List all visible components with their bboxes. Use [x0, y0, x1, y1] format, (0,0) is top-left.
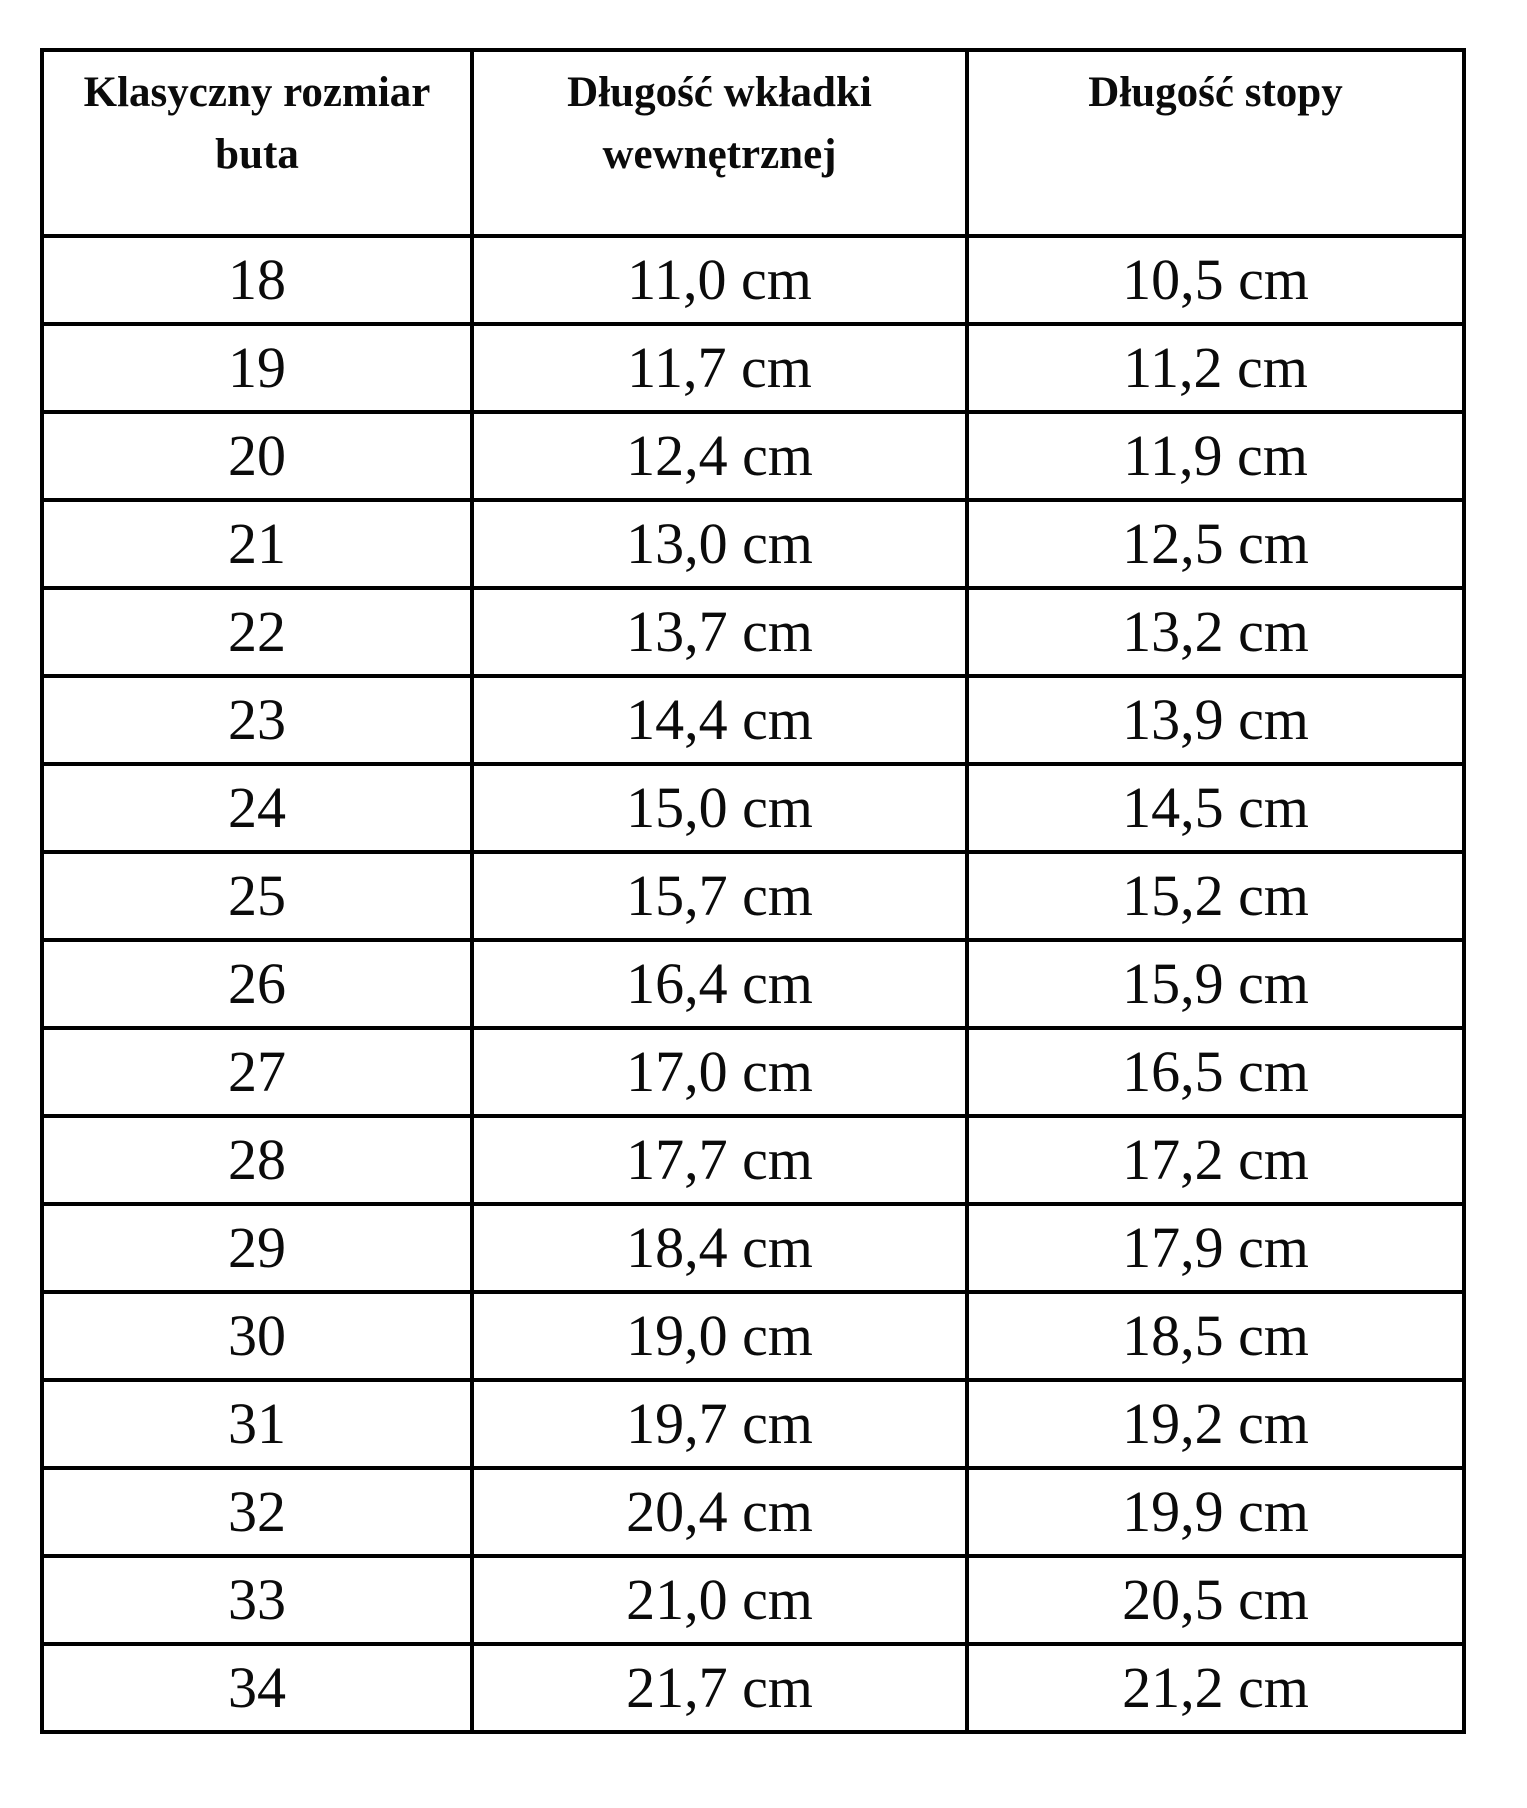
- size-cell: 24: [40, 762, 474, 854]
- insole-length-cell: 21,0 cm: [470, 1554, 969, 1646]
- header-classic-shoe-size: Klasyczny rozmiar buta: [40, 48, 474, 238]
- foot-length-cell: 14,5 cm: [965, 762, 1466, 854]
- table-row: 29 18,4 cm 17,9 cm: [40, 1202, 1466, 1294]
- size-cell: 31: [40, 1378, 474, 1470]
- foot-length-cell: 13,9 cm: [965, 674, 1466, 766]
- size-cell: 28: [40, 1114, 474, 1206]
- header-foot-length: Długość stopy: [965, 48, 1466, 238]
- size-cell: 21: [40, 498, 474, 590]
- size-cell: 33: [40, 1554, 474, 1646]
- header-insole-length: Długość wkładki wewnętrznej: [470, 48, 969, 238]
- size-cell: 22: [40, 586, 474, 678]
- foot-length-cell: 18,5 cm: [965, 1290, 1466, 1382]
- table-row: 28 17,7 cm 17,2 cm: [40, 1114, 1466, 1206]
- insole-length-cell: 19,7 cm: [470, 1378, 969, 1470]
- foot-length-cell: 17,2 cm: [965, 1114, 1466, 1206]
- insole-length-cell: 12,4 cm: [470, 410, 969, 502]
- foot-length-cell: 10,5 cm: [965, 234, 1466, 326]
- table-row: 20 12,4 cm 11,9 cm: [40, 410, 1466, 502]
- insole-length-cell: 13,0 cm: [470, 498, 969, 590]
- table-row: 27 17,0 cm 16,5 cm: [40, 1026, 1466, 1118]
- size-cell: 23: [40, 674, 474, 766]
- foot-length-cell: 17,9 cm: [965, 1202, 1466, 1294]
- size-cell: 18: [40, 234, 474, 326]
- foot-length-cell: 21,2 cm: [965, 1642, 1466, 1734]
- foot-length-cell: 12,5 cm: [965, 498, 1466, 590]
- size-cell: 32: [40, 1466, 474, 1558]
- table-row: 33 21,0 cm 20,5 cm: [40, 1554, 1466, 1646]
- insole-length-cell: 15,0 cm: [470, 762, 969, 854]
- foot-length-cell: 15,2 cm: [965, 850, 1466, 942]
- table-row: 21 13,0 cm 12,5 cm: [40, 498, 1466, 590]
- foot-length-cell: 11,2 cm: [965, 322, 1466, 414]
- table-row: 23 14,4 cm 13,9 cm: [40, 674, 1466, 766]
- table-row: 24 15,0 cm 14,5 cm: [40, 762, 1466, 854]
- foot-length-cell: 11,9 cm: [965, 410, 1466, 502]
- insole-length-cell: 18,4 cm: [470, 1202, 969, 1294]
- foot-length-cell: 16,5 cm: [965, 1026, 1466, 1118]
- insole-length-cell: 16,4 cm: [470, 938, 969, 1030]
- size-cell: 29: [40, 1202, 474, 1294]
- table-row: 32 20,4 cm 19,9 cm: [40, 1466, 1466, 1558]
- insole-length-cell: 17,0 cm: [470, 1026, 969, 1118]
- table-row: 34 21,7 cm 21,2 cm: [40, 1642, 1466, 1734]
- size-cell: 25: [40, 850, 474, 942]
- insole-length-cell: 11,0 cm: [470, 234, 969, 326]
- insole-length-cell: 13,7 cm: [470, 586, 969, 678]
- table-row: 25 15,7 cm 15,2 cm: [40, 850, 1466, 942]
- foot-length-cell: 19,2 cm: [965, 1378, 1466, 1470]
- foot-length-cell: 13,2 cm: [965, 586, 1466, 678]
- insole-length-cell: 14,4 cm: [470, 674, 969, 766]
- table-row: 26 16,4 cm 15,9 cm: [40, 938, 1466, 1030]
- foot-length-cell: 20,5 cm: [965, 1554, 1466, 1646]
- insole-length-cell: 15,7 cm: [470, 850, 969, 942]
- table-body: 18 11,0 cm 10,5 cm 19 11,7 cm 11,2 cm 20…: [40, 234, 1466, 1734]
- size-cell: 30: [40, 1290, 474, 1382]
- insole-length-cell: 11,7 cm: [470, 322, 969, 414]
- table-row: 31 19,7 cm 19,2 cm: [40, 1378, 1466, 1470]
- shoe-size-chart: Klasyczny rozmiar buta Długość wkładki w…: [40, 48, 1466, 1734]
- table-header-row: Klasyczny rozmiar buta Długość wkładki w…: [40, 48, 1466, 238]
- insole-length-cell: 17,7 cm: [470, 1114, 969, 1206]
- table-row: 22 13,7 cm 13,2 cm: [40, 586, 1466, 678]
- foot-length-cell: 19,9 cm: [965, 1466, 1466, 1558]
- table-row: 19 11,7 cm 11,2 cm: [40, 322, 1466, 414]
- insole-length-cell: 21,7 cm: [470, 1642, 969, 1734]
- size-cell: 19: [40, 322, 474, 414]
- table-row: 30 19,0 cm 18,5 cm: [40, 1290, 1466, 1382]
- size-cell: 34: [40, 1642, 474, 1734]
- size-chart-table: Klasyczny rozmiar buta Długość wkładki w…: [40, 48, 1466, 1734]
- size-cell: 20: [40, 410, 474, 502]
- table-row: 18 11,0 cm 10,5 cm: [40, 234, 1466, 326]
- size-cell: 26: [40, 938, 474, 1030]
- foot-length-cell: 15,9 cm: [965, 938, 1466, 1030]
- insole-length-cell: 19,0 cm: [470, 1290, 969, 1382]
- size-cell: 27: [40, 1026, 474, 1118]
- insole-length-cell: 20,4 cm: [470, 1466, 969, 1558]
